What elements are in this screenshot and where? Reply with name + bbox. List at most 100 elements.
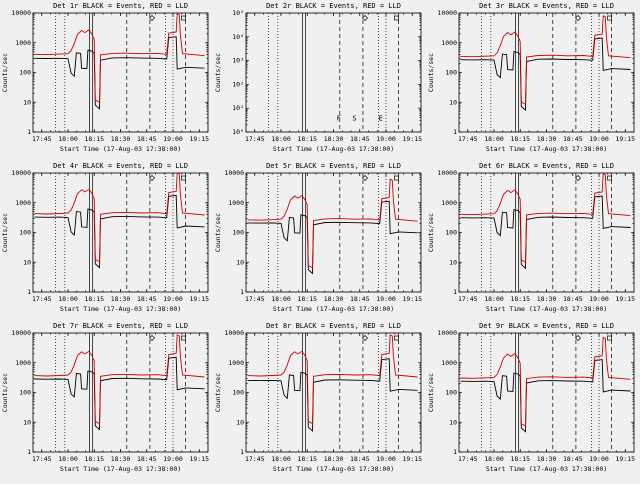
x-tick-label: 18:15	[297, 295, 317, 303]
flare-marker-diamond-icon	[149, 15, 155, 21]
y-tick-label: 10	[236, 258, 244, 266]
x-tick-label: 19:00	[376, 295, 396, 303]
panel-det-4r: Det 4r BLACK = Events, RED = LLD Counts/s…	[0, 160, 213, 320]
flare-marker-square-icon	[607, 15, 612, 21]
series-events	[247, 200, 418, 275]
y-tick-label: 10000	[437, 329, 457, 337]
flare-marker-diamond-icon	[575, 15, 581, 21]
x-tick-label: 18:45	[563, 135, 583, 143]
x-tick-label: 19:00	[163, 295, 183, 303]
flare-marker-square-icon	[394, 335, 399, 341]
y-tick-label: 10000	[437, 9, 457, 17]
y-tick-label: 1000	[15, 359, 31, 367]
panel-title: Det 2r BLACK = Events, RED = LLD	[266, 2, 401, 10]
x-tick-label: 19:15	[615, 455, 635, 463]
y-tick-label: 100	[232, 389, 244, 397]
y-tick-label: 100	[445, 389, 457, 397]
x-tick-label: 17:45	[32, 295, 52, 303]
series-events	[460, 359, 631, 433]
panel-det-6r: Det 6r BLACK = Events, RED = LLD Counts/s…	[426, 160, 639, 320]
flare-marker-square-icon	[394, 15, 399, 21]
panel-det-7r: Det 7r BLACK = Events, RED = LLD Counts/s…	[0, 320, 213, 480]
x-tick-label: 18:00	[58, 135, 78, 143]
plot-frame	[245, 332, 422, 453]
x-tick-label: 18:45	[137, 295, 157, 303]
x-axis-label: Start Time (17-Aug-03 17:38:00)	[486, 465, 607, 473]
y-tick-label: 10	[23, 258, 31, 266]
panel-det-8r: Det 8r BLACK = Events, RED = LLD Counts/s…	[213, 320, 426, 480]
y-tick-label: 1	[27, 448, 31, 456]
x-axis-label: Start Time (17-Aug-03 17:38:00)	[273, 305, 394, 313]
x-tick-label: 18:15	[510, 455, 530, 463]
x-tick-label: 18:15	[510, 295, 530, 303]
x-tick-label: 17:45	[245, 135, 265, 143]
y-axis-label: Counts/sec	[1, 213, 9, 252]
panel-title: Det 8r BLACK = Events, RED = LLD	[266, 322, 401, 330]
flare-marker-square-icon	[181, 175, 186, 181]
x-axis-label: Start Time (17-Aug-03 17:38:00)	[60, 145, 181, 153]
y-tick-label: 1	[240, 448, 244, 456]
x-tick-label: 18:15	[297, 455, 317, 463]
x-axis-label: Start Time (17-Aug-03 17:38:00)	[273, 145, 394, 153]
y-tick-label: 1000	[15, 39, 31, 47]
x-tick-label: 18:30	[537, 295, 557, 303]
y-tick-label: 1	[240, 288, 244, 296]
y-tick-label: 1000	[15, 199, 31, 207]
x-tick-label: 17:45	[458, 295, 478, 303]
chart-det-2r: Det 2r BLACK = Events, RED = LLD Counts/s…	[214, 2, 422, 153]
y-tick-label: 1	[453, 128, 457, 136]
x-tick-label: 18:15	[297, 135, 317, 143]
flare-marker-diamond-icon	[575, 335, 581, 341]
x-tick-label: 19:00	[163, 135, 183, 143]
x-axis-label: Start Time (17-Aug-03 17:38:00)	[486, 305, 607, 313]
flare-marker-diamond-icon	[362, 175, 368, 181]
flare-marker-square-icon	[607, 175, 612, 181]
series-events	[34, 356, 205, 431]
x-tick-label: 18:00	[484, 295, 504, 303]
x-tick-label: 19:15	[402, 455, 422, 463]
chart-det-8r: Det 8r BLACK = Events, RED = LLD Counts/s…	[214, 322, 422, 473]
series-lld	[460, 15, 631, 106]
flare-marker-diamond-icon	[149, 335, 155, 341]
plot-frame	[458, 172, 635, 293]
event-flag-f: F	[337, 115, 341, 123]
x-tick-label: 17:45	[245, 295, 265, 303]
chart-det-5r: Det 5r BLACK = Events, RED = LLD Counts/s…	[214, 162, 422, 313]
x-tick-label: 19:15	[402, 135, 422, 143]
x-tick-label: 18:15	[84, 455, 104, 463]
y-tick-label: 1	[453, 448, 457, 456]
y-tick-label: 10⁰	[232, 128, 244, 136]
series-lld	[34, 334, 205, 425]
y-tick-label: 10	[449, 258, 457, 266]
y-tick-label: 10000	[11, 329, 31, 337]
x-tick-label: 18:30	[324, 455, 344, 463]
plot-frame	[458, 332, 635, 453]
y-tick-label: 1000	[441, 359, 457, 367]
y-tick-label: 10⁴	[232, 33, 244, 41]
x-tick-label: 18:00	[58, 455, 78, 463]
x-tick-label: 17:45	[245, 455, 265, 463]
chart-det-3r: Det 3r BLACK = Events, RED = LLD Counts/s…	[427, 2, 635, 153]
x-tick-label: 18:45	[137, 455, 157, 463]
x-tick-label: 19:00	[589, 295, 609, 303]
panel-title: Det 6r BLACK = Events, RED = LLD	[479, 162, 614, 170]
y-axis-label: Counts/sec	[427, 373, 435, 412]
panel-det-5r: Det 5r BLACK = Events, RED = LLD Counts/s…	[213, 160, 426, 320]
x-tick-label: 18:30	[111, 455, 131, 463]
plot-frame	[458, 12, 635, 133]
x-tick-label: 19:15	[189, 455, 209, 463]
y-tick-label: 10000	[11, 9, 31, 17]
y-tick-label: 1000	[441, 39, 457, 47]
y-tick-label: 10²	[232, 80, 244, 88]
series-lld	[460, 173, 631, 264]
y-tick-label: 10	[236, 418, 244, 426]
panel-title: Det 9r BLACK = Events, RED = LLD	[479, 322, 614, 330]
flare-marker-square-icon	[394, 175, 399, 181]
y-tick-label: 10⁵	[232, 9, 244, 17]
x-tick-label: 19:00	[589, 455, 609, 463]
x-tick-label: 19:00	[376, 455, 396, 463]
panel-det-3r: Det 3r BLACK = Events, RED = LLD Counts/s…	[426, 0, 639, 160]
series-events	[460, 195, 631, 270]
x-tick-label: 18:45	[563, 455, 583, 463]
x-axis-label: Start Time (17-Aug-03 17:38:00)	[60, 305, 181, 313]
